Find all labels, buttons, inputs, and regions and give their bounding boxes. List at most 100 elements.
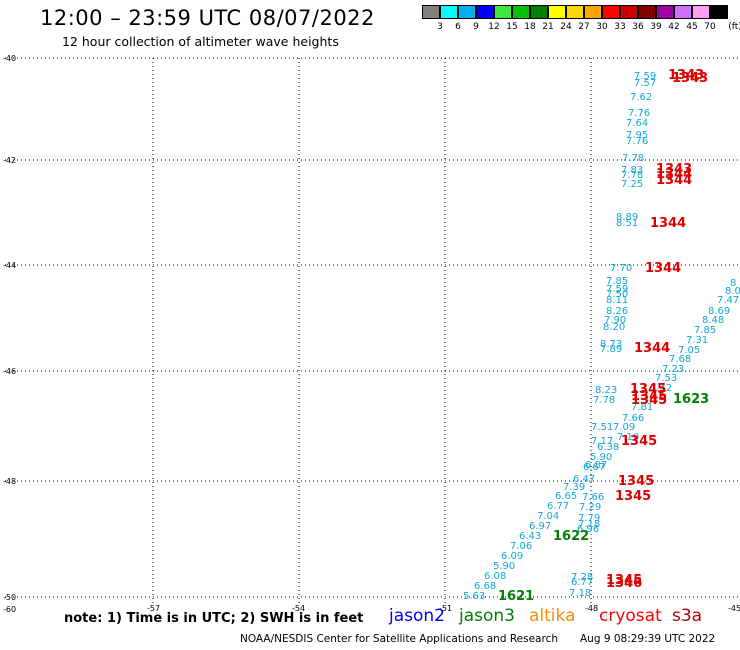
pass-time-s3a: 1344	[650, 216, 686, 231]
satellite-altika: altika	[529, 606, 576, 626]
colorbar-label: 33	[614, 22, 626, 32]
colorbar-label: 45	[686, 22, 698, 32]
colorbar-swatch	[656, 5, 674, 19]
pass-time-s3a: 1343	[668, 68, 704, 83]
map-subtitle: 12 hour collection of altimeter wave hei…	[62, 34, 339, 49]
colorbar-label: 3	[437, 22, 443, 32]
pass-time-s3a: 1345	[615, 489, 651, 504]
colorbar-label: 36	[632, 22, 644, 32]
longitude-label: -51	[439, 604, 452, 613]
swh-value-label: 7.85	[694, 325, 716, 336]
swh-value-label: 7.62	[630, 92, 652, 103]
swh-value-label: 6.08	[484, 571, 506, 582]
colorbar-swatch	[566, 5, 584, 19]
swh-value-label: 6.67	[583, 462, 605, 473]
swh-value-label: 6.97	[529, 521, 551, 532]
pass-time-jason3: 1621	[498, 589, 534, 604]
swh-value-label: 5.63	[463, 591, 485, 602]
swh-value-label: 5.90	[493, 561, 515, 572]
footer-note: note: 1) Time is in UTC; 2) SWH is in fe…	[64, 611, 364, 626]
latitude-label: -42	[3, 156, 16, 165]
colorbar-swatch	[494, 5, 512, 19]
swh-value-label: 8.48	[702, 315, 724, 326]
swh-value-label: 7.89	[600, 344, 622, 355]
colorbar-swatch	[440, 5, 458, 19]
colorbar-unit: (ft)	[728, 22, 740, 32]
colorbar-label: 9	[473, 22, 479, 32]
pass-time-labels: 1343134313431344134413441344134413451345…	[498, 68, 709, 604]
colorbar-swatch	[530, 5, 548, 19]
colorbar-swatch	[476, 5, 494, 19]
pass-time-jason3: 1622	[553, 529, 589, 544]
swh-value-label: 7.04	[537, 511, 559, 522]
colorbar-swatch	[422, 5, 440, 19]
swh-value-label: 7.76	[626, 136, 648, 147]
swh-value-label: 7.25	[621, 179, 643, 190]
swh-value-label: 6.96	[577, 524, 599, 535]
swh-value-label: 6.09	[501, 551, 523, 562]
colorbar-label: 39	[650, 22, 662, 32]
pass-time-s3a: 1345	[631, 389, 667, 404]
colorbar-swatch	[602, 5, 620, 19]
swh-value-label: 7.39	[563, 482, 585, 493]
pass-time-s3a: 1344	[645, 261, 681, 276]
swh-value-label: 7.05	[678, 345, 700, 356]
swh-observations: 7.597.577.627.767.647.957.767.787.837.78…	[463, 71, 740, 602]
pass-time-s3a: 1346	[606, 576, 642, 591]
longitude-label: -48	[585, 604, 598, 613]
swh-value-label: 7.59	[634, 71, 656, 82]
colorbar-swatch	[692, 5, 710, 19]
colorbar-swatch	[548, 5, 566, 19]
swh-value-label: 7.23	[662, 364, 684, 375]
swh-value-label: 7.28	[571, 572, 593, 583]
swh-value-label: 7.47	[717, 295, 739, 306]
latitude-label: -60	[3, 605, 16, 614]
swh-value-label: 7.70	[610, 263, 632, 274]
swh-value-label: 8.0	[725, 286, 740, 297]
swh-value-label: 7.76	[628, 108, 650, 119]
credit-text: NOAA/NESDIS Center for Satellite Applica…	[240, 633, 558, 645]
colorbar-label: 18	[524, 22, 536, 32]
swh-value-label: 7.85	[606, 276, 628, 287]
swh-value-label: 6.68	[474, 581, 496, 592]
swh-value-label: 7.68	[669, 354, 691, 365]
swh-value-label: 6.77	[571, 577, 593, 588]
swh-value-label: 7.53	[655, 373, 677, 384]
colorbar-swatch	[620, 5, 638, 19]
swh-value-label: 6.43	[519, 531, 541, 542]
swh-value-label: 7.57	[634, 78, 656, 89]
swh-value-label: 7.29	[579, 502, 601, 513]
satellite-jason3: jason3	[459, 606, 515, 626]
swh-value-label: 7.83	[621, 165, 643, 176]
swh-value-label: 7.64	[626, 118, 648, 129]
pass-time-s3a: 1343	[672, 71, 708, 86]
swh-value-label: 7.17	[591, 436, 613, 447]
swh-value-label: 8.11	[606, 295, 628, 306]
swh-value-label: 7.78	[621, 170, 643, 181]
swh-value-label: 7.06	[510, 541, 532, 552]
colorbar-swatch	[710, 5, 728, 19]
colorbar-label: 15	[506, 22, 518, 32]
colorbar-swatch	[674, 5, 692, 19]
swh-value-label: 7.50	[606, 289, 628, 300]
satellite-cryosat: cryosat	[599, 606, 662, 626]
pass-time-s3a: 1343	[656, 162, 692, 177]
swh-value-label: 7.81	[631, 402, 653, 413]
swh-value-label: 5.90	[590, 452, 612, 463]
swh-value-label: 7.59	[606, 284, 628, 295]
swh-value-label: 7.66	[622, 413, 644, 424]
latitude-labels: -40 -42 -44 -46 -48 -50 -60	[3, 54, 16, 614]
swh-value-label: 6.47	[573, 474, 595, 485]
colorbar-label: 6	[455, 22, 461, 32]
swh-value-label: 8.89	[616, 212, 638, 223]
satellite-s3a: s3a	[672, 606, 703, 626]
colorbar-label: 42	[668, 22, 680, 32]
lat-lon-grid	[5, 57, 740, 605]
colorbar-label: 12	[488, 22, 500, 32]
swh-value-label: 7.18	[578, 519, 600, 530]
generated-timestamp: Aug 9 08:29:39 UTC 2022	[580, 633, 716, 645]
colorbar-label: 30	[596, 22, 608, 32]
swh-value-label: 8.20	[603, 322, 625, 333]
pass-time-s3a: 1344	[656, 173, 692, 188]
